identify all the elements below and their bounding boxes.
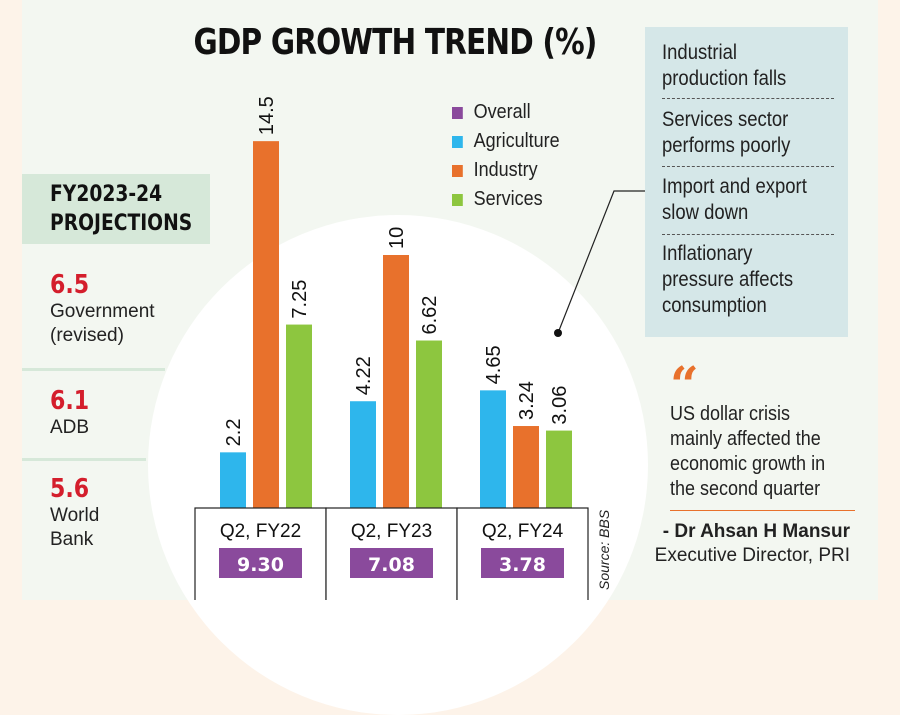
legend-swatch-overall — [452, 106, 463, 119]
projections-header-box — [22, 174, 210, 244]
bar-agriculture — [350, 401, 376, 508]
overall-value-label: 9.30 — [237, 554, 284, 576]
projections-title-line1: FY2023-24 — [50, 182, 163, 207]
projection-label: World — [50, 505, 100, 526]
factor-services: Services sector performs poorly — [662, 107, 790, 159]
projection-label: Government — [50, 301, 155, 322]
bar-value-label: 14.5 — [256, 96, 278, 135]
projection-label: Bank — [50, 529, 94, 550]
projection-value: 6.5 — [50, 270, 90, 300]
legend-label: Services — [473, 188, 543, 210]
projection-divider — [22, 458, 146, 461]
projection-label: ADB — [50, 417, 90, 438]
legend-item-overall: Overall — [452, 98, 560, 127]
projection-adb: 6.1 ADB — [50, 386, 96, 440]
factor-text: consumption — [662, 294, 767, 317]
factors-box — [645, 27, 848, 337]
bar-value-label: 3.24 — [516, 381, 538, 420]
bar-value-label: 2.2 — [223, 419, 245, 447]
projection-value: 6.1 — [50, 386, 90, 416]
projection-label: (revised) — [50, 325, 124, 346]
quote-line: mainly affected the — [670, 428, 821, 450]
legend-label: Industry — [473, 159, 538, 181]
bar-value-label: 10 — [386, 227, 408, 249]
bar-chart: 2.2 14.5 7.25 4.22 10 6.62 4.65 3.24 3.06 Q2, FY… — [194, 96, 645, 600]
factor-text: Industrial — [662, 41, 737, 64]
legend-item-services: Services — [452, 185, 560, 214]
callout-dot — [554, 329, 562, 337]
factor-text: Import and export — [662, 175, 807, 198]
factor-industrial: Industrial production falls — [662, 40, 786, 92]
factor-text: production falls — [662, 67, 787, 90]
bar-services — [416, 340, 442, 508]
callout-line — [557, 190, 645, 334]
overall-badge — [350, 548, 433, 578]
quote-attribution: - Dr Ahsan H Mansur Executive Director, … — [655, 520, 850, 568]
category-label: Q2, FY23 — [351, 521, 432, 542]
bar-value-label: 3.06 — [549, 386, 571, 425]
source-note: Source: BBS — [596, 509, 612, 590]
legend-label: Overall — [473, 101, 531, 123]
projection-value: 5.6 — [50, 474, 90, 504]
legend: Overall Agriculture Industry Services — [452, 98, 572, 214]
factor-text: Inflationary — [662, 242, 753, 265]
legend-item-agriculture: Agriculture — [452, 127, 560, 156]
factor-divider — [662, 166, 834, 167]
projection-divider — [22, 368, 165, 371]
legend-swatch-industry — [452, 164, 463, 177]
overall-value-label: 3.78 — [499, 554, 546, 576]
projection-world-bank: 5.6 World Bank — [50, 474, 99, 552]
quote-author-role: Executive Director, PRI — [654, 545, 850, 566]
quote-text: US dollar crisis mainly affected the eco… — [670, 402, 850, 502]
projections-title: FY2023-24 PROJECTIONS — [50, 180, 192, 238]
overall-value-label: 7.08 — [368, 554, 415, 576]
factor-trade: Import and export slow down — [662, 174, 807, 226]
factor-text: performs poorly — [662, 134, 791, 157]
bar-services — [286, 324, 312, 508]
quote-line: US dollar crisis — [670, 403, 791, 425]
quote-line: the second quarter — [670, 478, 821, 500]
factor-divider — [662, 234, 834, 235]
bar-value-label: 4.65 — [483, 345, 505, 384]
factor-text: Services sector — [662, 108, 789, 131]
category-label: Q2, FY24 — [482, 521, 564, 542]
overall-badge — [219, 548, 302, 578]
bar-value-label: 7.25 — [289, 280, 311, 319]
bar-industry — [253, 141, 279, 508]
legend-item-industry: Industry — [452, 156, 560, 185]
category-label: Q2, FY22 — [220, 521, 301, 542]
bar-industry — [383, 255, 409, 508]
bar-agriculture — [480, 390, 506, 508]
bar-value-label: 4.22 — [353, 356, 375, 395]
projections-title-line2: PROJECTIONS — [50, 211, 193, 236]
quote-divider — [670, 510, 855, 511]
bar-agriculture — [220, 452, 246, 508]
chart-title: GDP GROWTH TREND (%) — [193, 22, 597, 63]
bar-value-label: 6.62 — [419, 296, 441, 335]
overall-badge — [481, 548, 564, 578]
legend-swatch-services — [452, 193, 463, 206]
bar-industry — [513, 426, 539, 508]
factor-inflation: Inflationary pressure affects consumption — [662, 241, 793, 319]
legend-swatch-agriculture — [452, 135, 463, 148]
projection-government: 6.5 Government (revised) — [50, 270, 155, 348]
quote-icon: “ — [670, 355, 699, 414]
legend-label: Agriculture — [473, 130, 560, 152]
factor-text: slow down — [662, 201, 749, 224]
factor-divider — [662, 98, 834, 99]
bar-services — [546, 430, 572, 508]
factor-text: pressure affects — [662, 268, 794, 291]
quote-author: - Dr Ahsan H Mansur — [662, 521, 850, 542]
quote-line: economic growth in — [670, 453, 826, 475]
